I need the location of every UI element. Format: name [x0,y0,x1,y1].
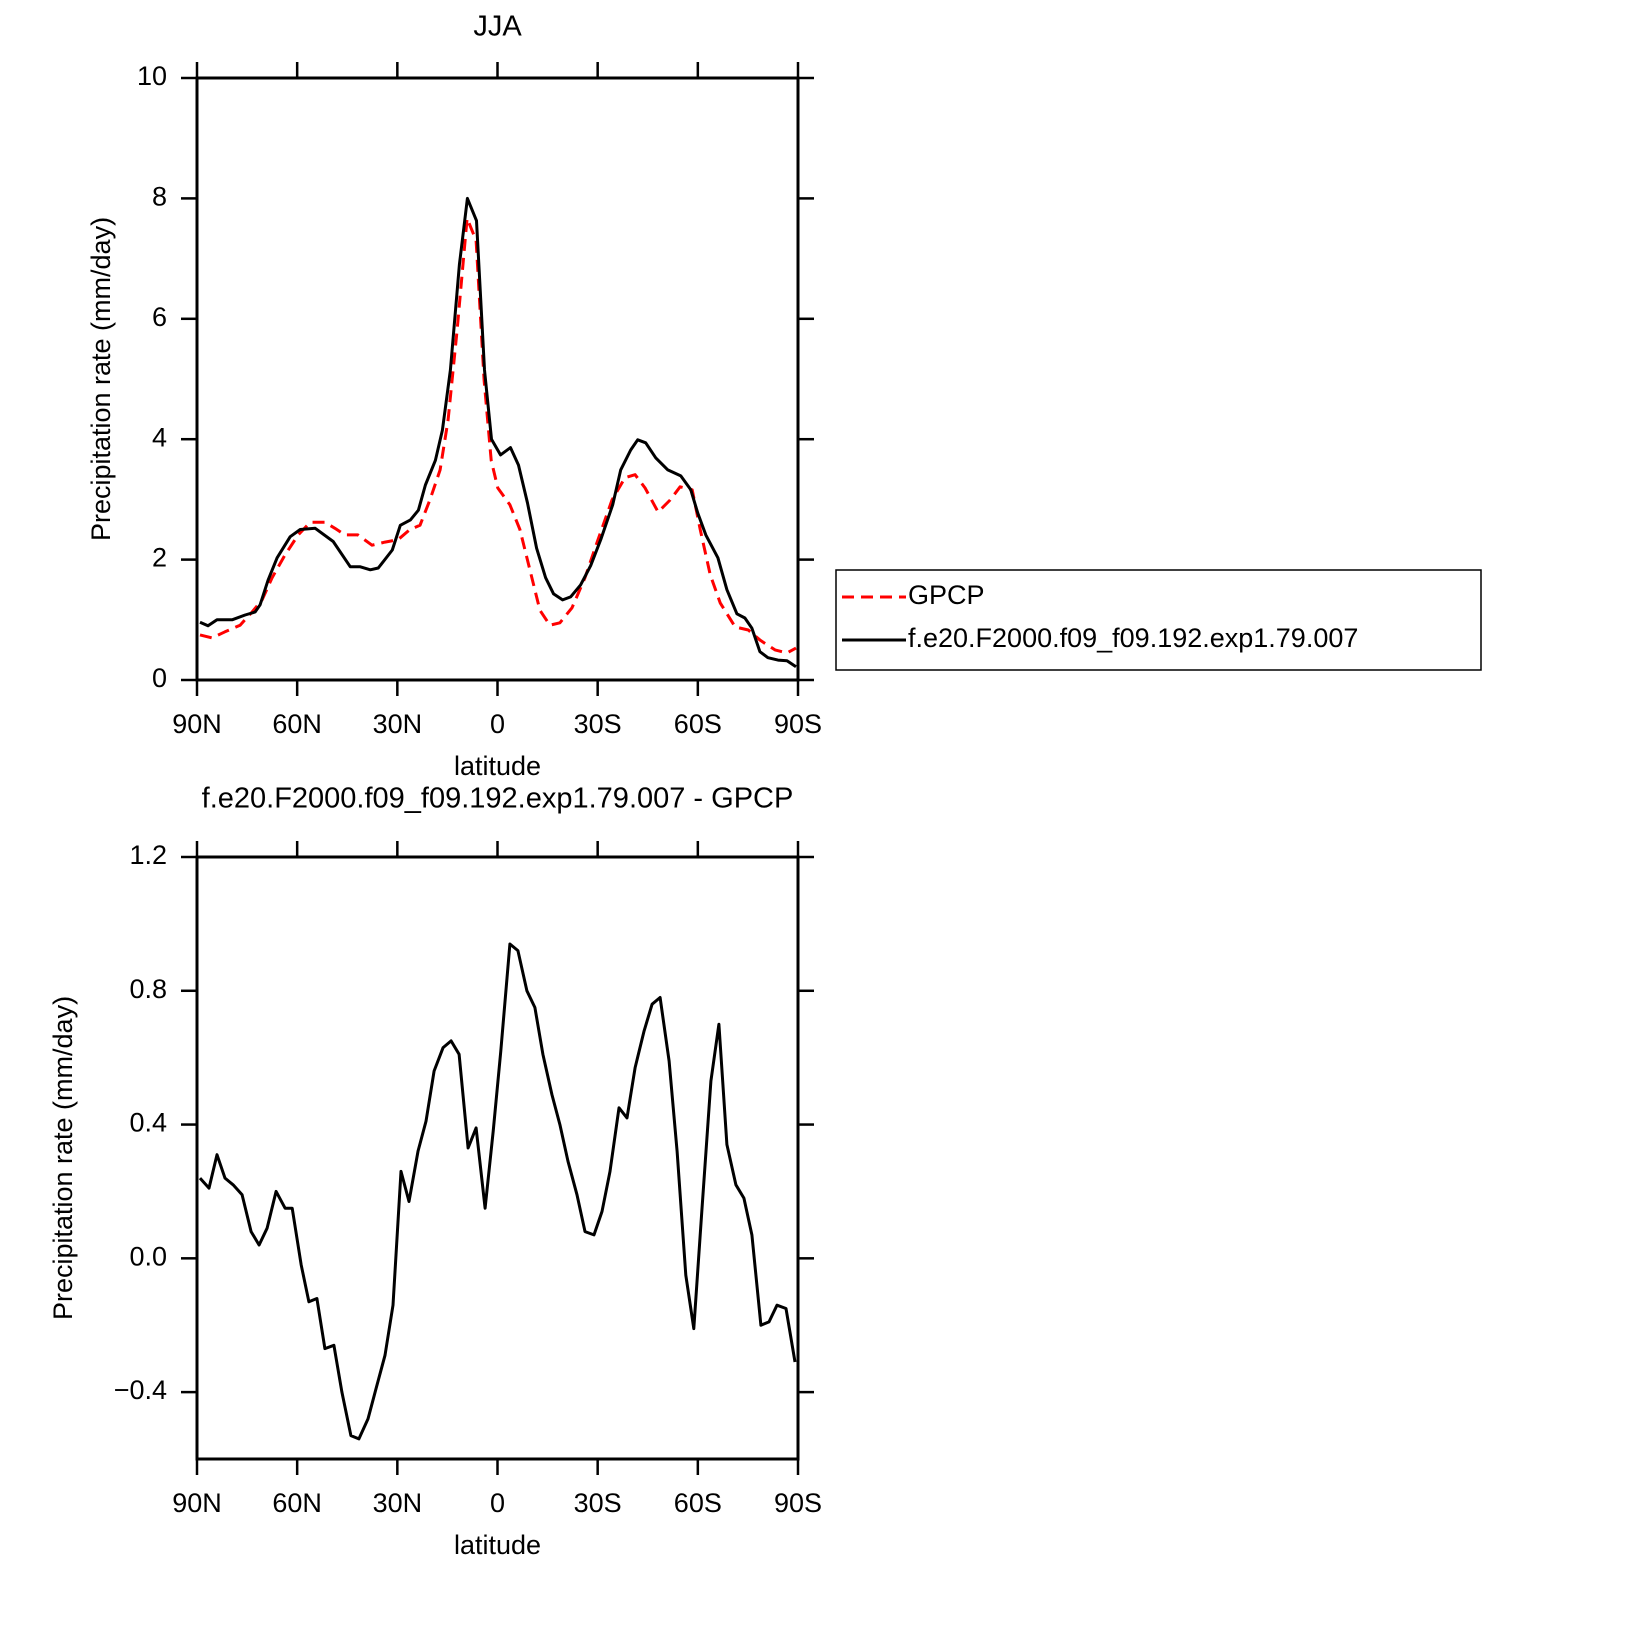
data-line [199,196,797,669]
x-tick-label: 60S [674,1488,722,1518]
x-tick-label: 0 [490,709,505,739]
x-axis-label: latitude [454,1530,541,1560]
x-tick-label: 60S [674,709,722,739]
y-tick-label: 2 [152,543,167,573]
x-tick-label: 90N [172,709,222,739]
data-line [199,216,797,655]
y-tick-label: 10 [137,61,167,91]
x-tick-label: 90S [774,709,822,739]
x-tick-label: 60N [272,709,322,739]
x-tick-label: 90N [172,1488,222,1518]
x-tick-label: 30N [373,709,423,739]
x-tick-label: 30N [373,1488,423,1518]
y-axis-label: Precipitation rate (mm/day) [48,996,78,1320]
x-tick-label: 90S [774,1488,822,1518]
y-tick-label: 4 [152,422,167,452]
plot-frame [195,855,800,1461]
legend-box [835,569,1482,671]
data-line [198,942,797,1441]
y-tick-label: 6 [152,302,167,332]
x-tick-label: 30S [574,1488,622,1518]
legend-label: GPCP [908,580,985,610]
chart-title: f.e20.F2000.f09_f09.192.exp1.79.007 - GP… [202,783,794,815]
y-tick-label: 1.2 [129,840,167,870]
y-tick-label: 8 [152,182,167,212]
y-tick-label: 0.4 [129,1108,167,1138]
y-axis-label: Precipitation rate (mm/day) [86,217,116,541]
y-tick-label: 0 [152,663,167,693]
plot-frame [195,76,800,682]
legend-label: f.e20.F2000.f09_f09.192.exp1.79.007 [908,623,1358,653]
x-tick-label: 60N [272,1488,322,1518]
chart-title: JJA [473,11,522,43]
x-tick-label: 0 [490,1488,505,1518]
x-axis-label: latitude [454,751,541,781]
y-tick-label: 0.0 [129,1241,167,1271]
y-tick-label: 0.8 [129,974,167,1004]
y-tick-label: −0.4 [114,1375,167,1405]
x-tick-label: 30S [574,709,622,739]
